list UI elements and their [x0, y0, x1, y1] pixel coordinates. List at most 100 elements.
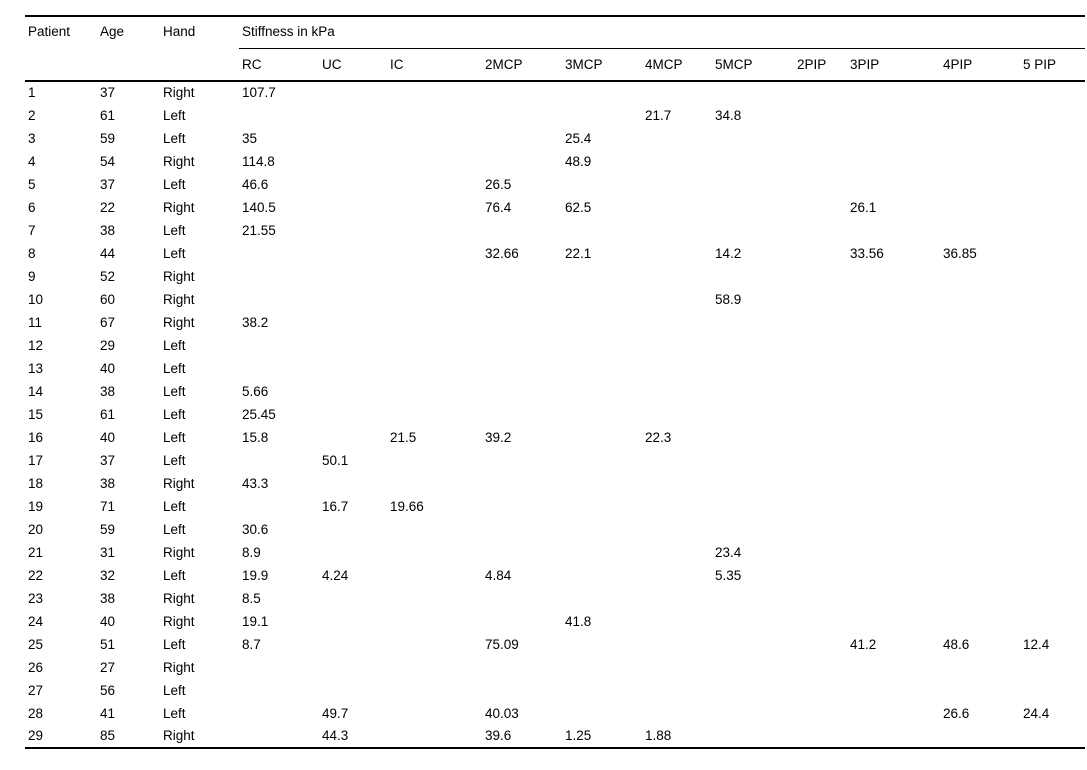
stiffness-value-cell: [642, 219, 712, 242]
stiffness-value-cell: [642, 518, 712, 541]
stiffness-value-cell: 19.1: [242, 613, 269, 629]
patient-cell: 2: [28, 107, 36, 123]
stiffness-value-cell: [847, 173, 940, 196]
stiffness-value-cell: [387, 633, 482, 656]
age-cell: 40: [100, 429, 116, 445]
stiffness-value-cell: [712, 196, 794, 219]
stiffness-value-cell: [794, 725, 847, 749]
stiffness-value-cell: [387, 81, 482, 104]
stiffness-value-cell: [482, 541, 562, 564]
stiffness-value-cell: [562, 702, 642, 725]
stiffness-value-cell: 15.8: [242, 429, 269, 445]
stiffness-value-cell: [387, 357, 482, 380]
patient-cell: 8: [28, 245, 36, 261]
stiffness-value-cell: [940, 541, 1020, 564]
stiffness-value-cell: [482, 219, 562, 242]
stiffness-value-cell: [847, 656, 940, 679]
stiffness-value-cell: [794, 288, 847, 311]
stiffness-value-cell: [482, 288, 562, 311]
stiffness-value-cell: [319, 81, 387, 104]
stiffness-value-cell: [319, 219, 387, 242]
table-row: 1 37 Right 107.7: [25, 81, 1085, 104]
stiffness-value-cell: [239, 288, 319, 311]
stiffness-value-cell: [847, 334, 940, 357]
age-cell: 27: [100, 659, 116, 675]
stiffness-value-cell: 4.24: [322, 567, 349, 583]
stiffness-value-cell: [319, 518, 387, 541]
stiffness-value-cell: 32.66: [485, 245, 519, 261]
age-cell: 22: [100, 199, 116, 215]
age-cell: 38: [100, 222, 116, 238]
stiffness-value-cell: [712, 587, 794, 610]
stiffness-value-cell: 1.25: [562, 725, 642, 749]
stiffness-value-cell: [1020, 150, 1085, 173]
table-row: 29 85 Right 44.3 39.6 1.25 1.88: [25, 725, 1086, 749]
stiffness-value-cell: [847, 311, 940, 334]
stiffness-value-cell: [940, 127, 1020, 150]
stiffness-value-cell: [642, 702, 712, 725]
age-cell: 54: [100, 153, 116, 169]
stiffness-value-cell: [712, 633, 794, 656]
stiffness-value-cell: [562, 679, 642, 702]
stiffness-value-cell: [1020, 403, 1085, 426]
stiffness-value-cell: 19.66: [390, 498, 424, 514]
stiffness-value-cell: [940, 219, 1020, 242]
stiffness-value-cell: [847, 426, 940, 449]
hand-cell: Left: [163, 705, 186, 721]
stiffness-value-cell: 34.8: [715, 107, 742, 123]
hand-cell: Right: [163, 268, 195, 284]
stiffness-value-cell: [319, 633, 387, 656]
stiffness-value-cell: [940, 150, 1020, 173]
stiffness-value-cell: [847, 127, 940, 150]
stiffness-value-cell: [847, 288, 940, 311]
hand-cell: Right: [163, 475, 195, 491]
stiffness-value-cell: [387, 334, 482, 357]
stiffness-value-cell: [940, 426, 1020, 449]
column-header-ic: IC: [387, 48, 482, 82]
stiffness-value-cell: [847, 587, 940, 610]
stiffness-value-cell: 75.09: [485, 636, 519, 652]
column-header-hand: Hand: [160, 15, 239, 82]
stiffness-value-cell: [794, 656, 847, 679]
stiffness-value-cell: [482, 403, 562, 426]
column-header-3pip: 3PIP: [847, 48, 940, 82]
patient-cell: 26: [28, 659, 44, 675]
stiffness-value-cell: [387, 518, 482, 541]
stiffness-value-cell: [847, 219, 940, 242]
stiffness-value-cell: [940, 265, 1020, 288]
stiffness-value-cell: [562, 311, 642, 334]
stiffness-value-cell: [482, 104, 562, 127]
stiffness-value-cell: [712, 357, 794, 380]
stiffness-value-cell: 4.84: [485, 567, 512, 583]
stiffness-value-cell: [319, 403, 387, 426]
stiffness-value-cell: [847, 449, 940, 472]
patient-cell: 24: [28, 613, 44, 629]
hand-cell: Left: [163, 107, 186, 123]
stiffness-value-cell: 35: [242, 130, 258, 146]
table-row: 5 37 Left 46.6 26.5: [25, 173, 1085, 196]
stiffness-value-cell: [319, 196, 387, 219]
patient-cell: 10: [28, 291, 44, 307]
patient-cell: 28: [28, 705, 44, 721]
column-header-5mcp: 5MCP: [712, 48, 794, 82]
stiffness-value-cell: [562, 564, 642, 587]
table-row: 28 41 Left 49.7 40.03 26.6 24.4: [25, 702, 1085, 725]
header-row-main: Patient Age Hand Stiffness in kPa: [25, 15, 1086, 82]
age-cell: 32: [100, 567, 116, 583]
stiffness-value-cell: [319, 265, 387, 288]
age-cell: 40: [100, 613, 116, 629]
stiffness-value-cell: [642, 564, 712, 587]
patient-cell: 12: [28, 337, 44, 353]
patient-cell: 3: [28, 130, 36, 146]
hand-cell: Right: [163, 199, 195, 215]
stiffness-value-cell: [562, 449, 642, 472]
stiffness-value-cell: [794, 150, 847, 173]
stiffness-value-cell: [562, 219, 642, 242]
stiffness-value-cell: [387, 702, 482, 725]
age-cell: 61: [100, 406, 116, 422]
stiffness-value-cell: [387, 725, 482, 749]
stiffness-value-cell: [387, 679, 482, 702]
stiffness-value-cell: 39.6: [482, 725, 562, 749]
stiffness-value-cell: [794, 81, 847, 104]
stiffness-value-cell: [319, 380, 387, 403]
